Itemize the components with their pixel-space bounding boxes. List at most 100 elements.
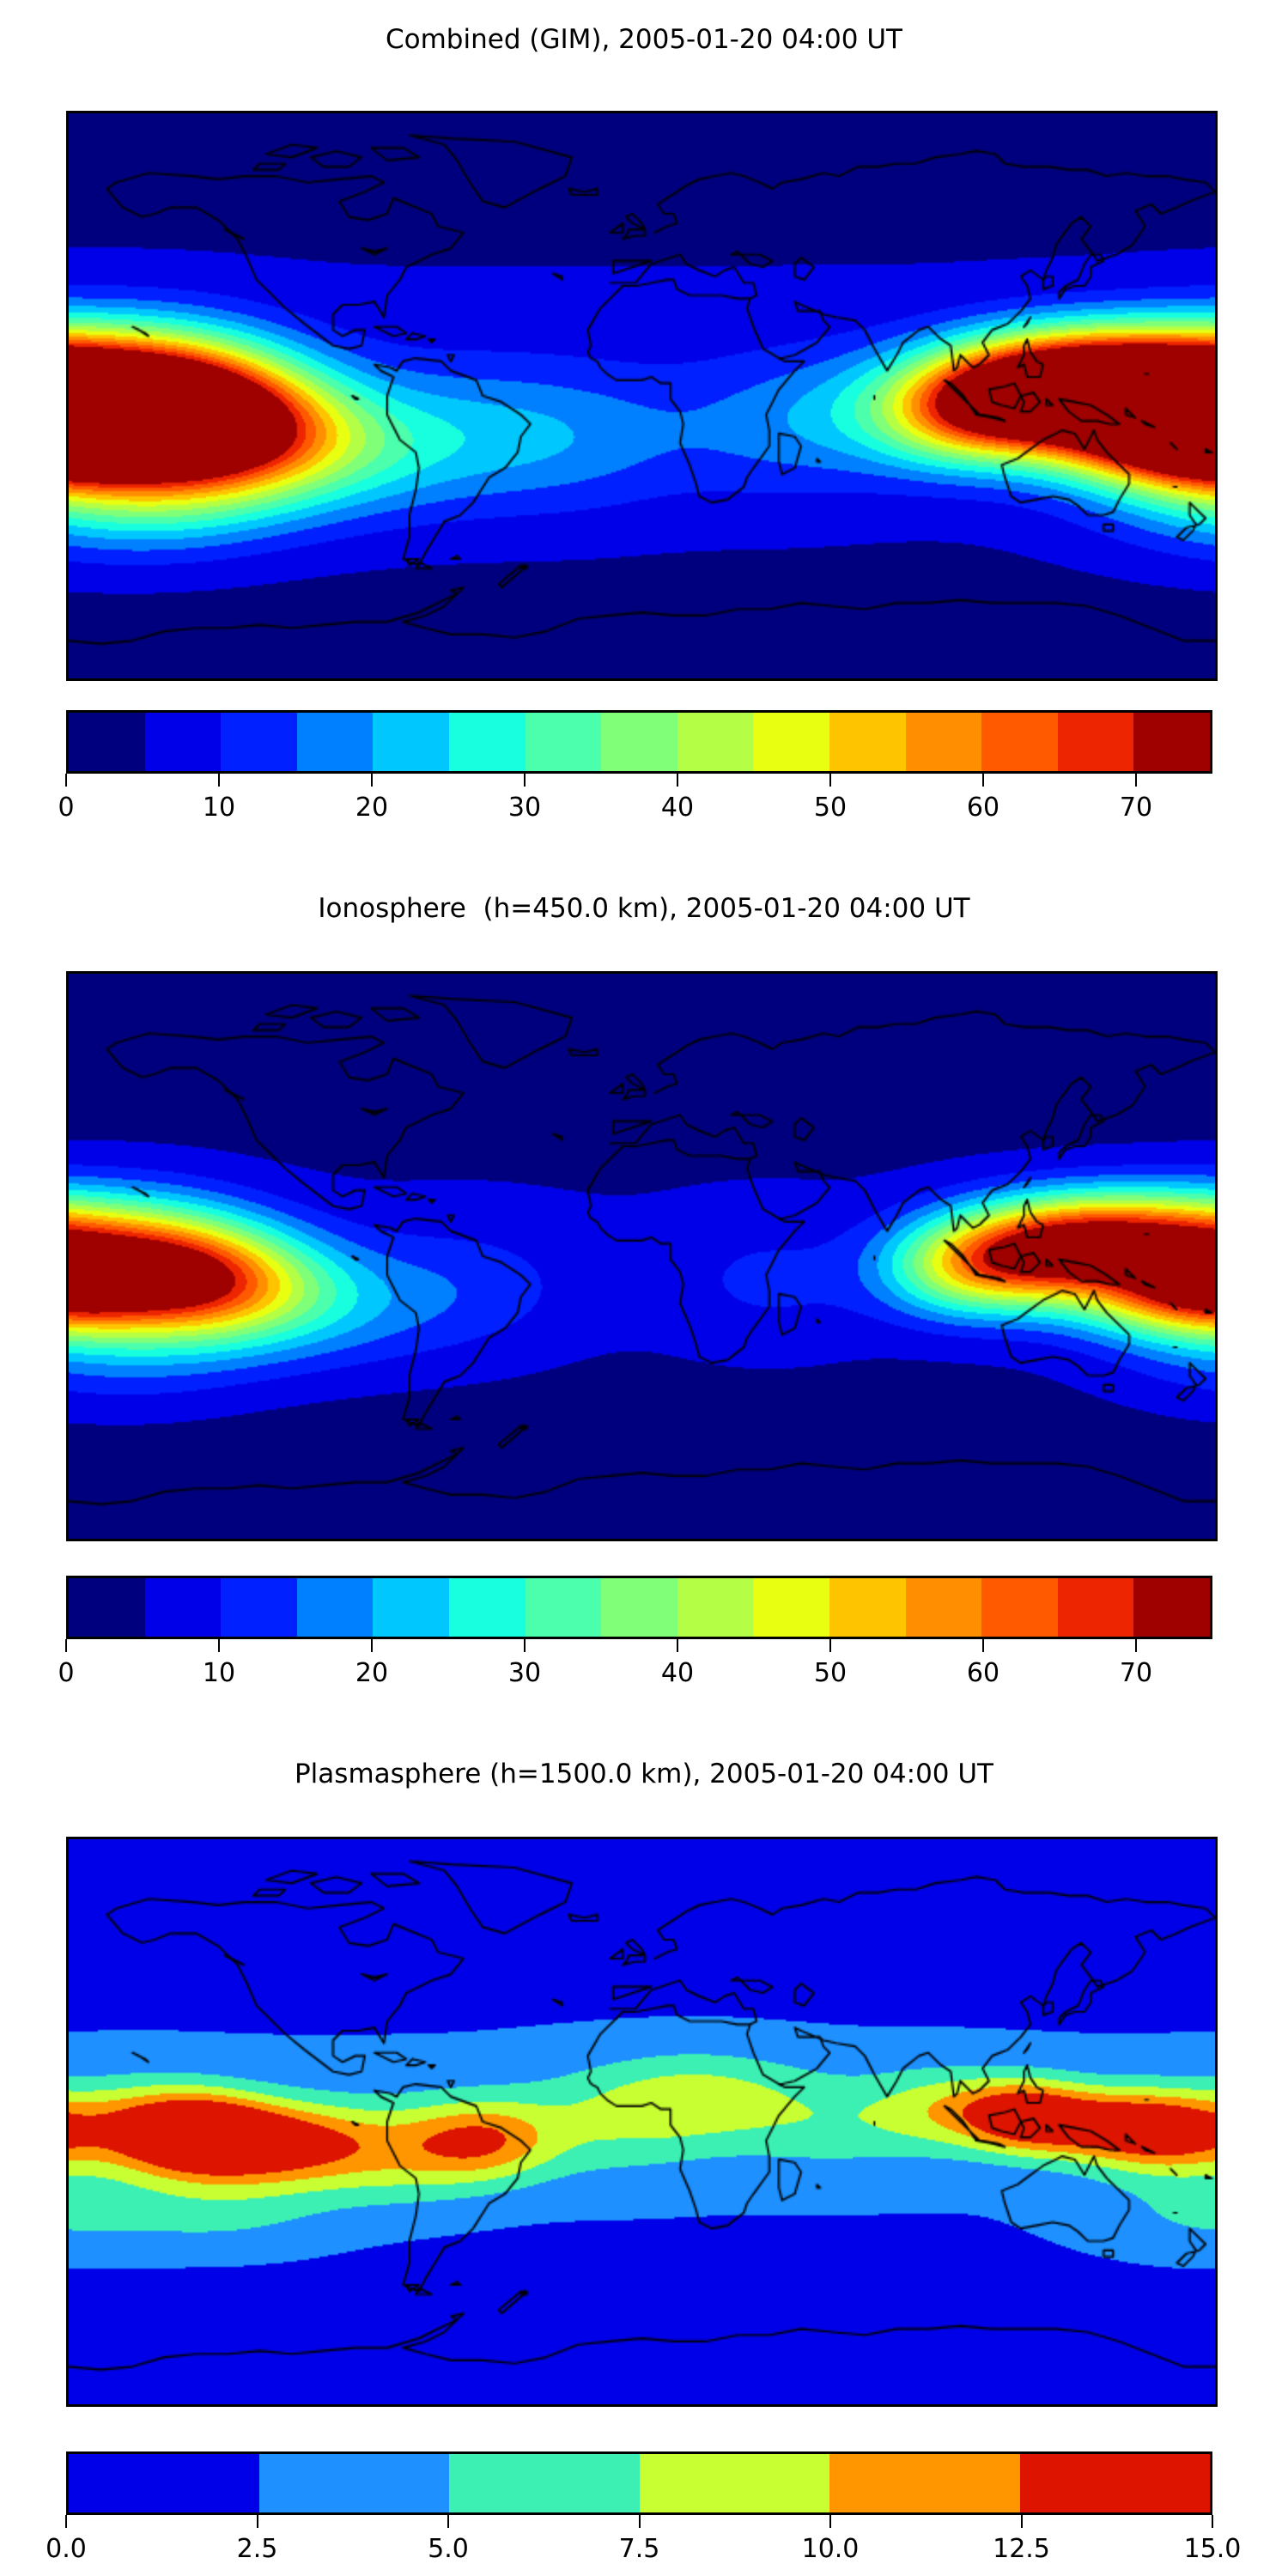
colorbar-tick bbox=[371, 1639, 373, 1652]
colorbar-band bbox=[639, 2454, 829, 2512]
map-inner-ionosphere bbox=[69, 974, 1215, 1539]
colorbar-band bbox=[144, 1578, 222, 1637]
colorbar-tick-label: 60 bbox=[966, 1658, 1000, 1688]
colorbar-tick bbox=[1212, 2515, 1213, 2528]
colorbar-band bbox=[373, 713, 449, 771]
map-inner-combined-gim bbox=[69, 113, 1215, 678]
tec-heatmap-ionosphere bbox=[69, 974, 1215, 1539]
colorbar-tick-label: 40 bbox=[660, 1658, 695, 1688]
map-inner-plasmasphere bbox=[69, 1839, 1215, 2404]
panel-title-ionosphere: Ionosphere (h=450.0 km), 2005-01-20 04:0… bbox=[318, 893, 970, 924]
colorbar-tick-label: 60 bbox=[966, 793, 1000, 823]
colorbar-tick bbox=[218, 1639, 220, 1652]
colorbar-tick bbox=[829, 2515, 831, 2528]
colorbar-band bbox=[525, 713, 602, 771]
colorbar-band bbox=[448, 1578, 526, 1637]
colorbar-tick bbox=[982, 774, 984, 787]
colorbar-plasmasphere: 0.0 2.5 5.0 7.5 10.0 12.5 15.0 bbox=[46, 2451, 1241, 2573]
colorbar-band bbox=[296, 713, 374, 771]
colorbar-tick bbox=[256, 2515, 258, 2528]
colorbar-band bbox=[829, 713, 906, 771]
colorbar-band bbox=[69, 2454, 259, 2512]
colorbar-tick-label: 50 bbox=[813, 1658, 848, 1688]
colorbar-band bbox=[69, 713, 145, 771]
colorbar-band bbox=[525, 1578, 602, 1637]
panel-title-plasmasphere: Plasmasphere (h=1500.0 km), 2005-01-20 0… bbox=[294, 1759, 993, 1789]
colorbar-tick-label: 7.5 bbox=[618, 2534, 660, 2564]
colorbar-tick-label: 5.0 bbox=[428, 2534, 469, 2564]
colorbar-labels-ionosphere: 0 10 20 30 40 50 60 70 bbox=[58, 1658, 1212, 1698]
colorbar-tick bbox=[371, 774, 373, 787]
colorbar-tick bbox=[447, 2515, 449, 2528]
colorbar-tick-label: 12.5 bbox=[993, 2534, 1050, 2564]
colorbar-tick-label: 0 bbox=[58, 1658, 75, 1688]
colorbar-band bbox=[69, 1578, 145, 1637]
colorbar-tick bbox=[218, 774, 220, 787]
colorbar-band bbox=[144, 713, 222, 771]
colorbar-tick bbox=[982, 1639, 984, 1652]
colorbar-band bbox=[601, 713, 677, 771]
colorbar-tick-label: 30 bbox=[507, 1658, 542, 1688]
colorbar-band bbox=[829, 2454, 1020, 2512]
colorbar-band bbox=[1133, 713, 1210, 771]
colorbar-tick-label: 40 bbox=[660, 793, 695, 823]
colorbar-combined-gim: 0 10 20 30 40 50 60 70 bbox=[58, 710, 1212, 832]
colorbar-tick bbox=[1020, 2515, 1023, 2528]
colorbar-tick bbox=[1135, 774, 1137, 787]
colorbar-band bbox=[221, 713, 297, 771]
colorbar-tick-label: 10 bbox=[202, 793, 236, 823]
colorbar-band bbox=[1057, 713, 1134, 771]
colorbar-labels-combined-gim: 0 10 20 30 40 50 60 70 bbox=[58, 793, 1212, 832]
colorbar-tick-label: 2.5 bbox=[236, 2534, 278, 2564]
colorbar-band bbox=[753, 1578, 829, 1637]
colorbar-ionosphere: 0 10 20 30 40 50 60 70 bbox=[58, 1576, 1212, 1698]
colorbar-tick-label: 70 bbox=[1119, 793, 1153, 823]
colorbar-tick-label: 70 bbox=[1119, 1658, 1153, 1688]
colorbar-tick bbox=[829, 774, 831, 787]
map-plasmasphere bbox=[66, 1837, 1218, 2407]
colorbar-bands-ionosphere bbox=[66, 1576, 1212, 1639]
colorbar-ticks-combined-gim bbox=[65, 774, 1212, 793]
colorbar-band bbox=[981, 713, 1058, 771]
colorbar-band bbox=[677, 1578, 754, 1637]
tec-heatmap-combined-gim bbox=[69, 113, 1215, 678]
colorbar-labels-plasmasphere: 0.0 2.5 5.0 7.5 10.0 12.5 15.0 bbox=[46, 2534, 1241, 2573]
colorbar-tick-label: 20 bbox=[355, 1658, 389, 1688]
colorbar-band bbox=[677, 713, 754, 771]
colorbar-tick-label: 0 bbox=[58, 793, 75, 823]
tec-heatmap-plasmasphere bbox=[69, 1839, 1215, 2404]
colorbar-ticks-plasmasphere bbox=[65, 2515, 1213, 2534]
colorbar-bands-combined-gim bbox=[66, 710, 1212, 774]
colorbar-band bbox=[373, 1578, 449, 1637]
colorbar-bands-plasmasphere bbox=[66, 2451, 1212, 2515]
colorbar-band bbox=[905, 1578, 982, 1637]
colorbar-tick-label: 20 bbox=[355, 793, 389, 823]
colorbar-tick bbox=[524, 1639, 526, 1652]
colorbar-tick-label: 30 bbox=[507, 793, 542, 823]
colorbar-tick bbox=[677, 1639, 678, 1652]
map-ionosphere bbox=[66, 971, 1218, 1541]
colorbar-tick bbox=[524, 774, 526, 787]
colorbar-band bbox=[296, 1578, 374, 1637]
colorbar-band bbox=[448, 713, 526, 771]
panel-title-combined-gim: Combined (GIM), 2005-01-20 04:00 UT bbox=[386, 24, 902, 55]
colorbar-tick bbox=[65, 774, 67, 787]
colorbar-tick bbox=[677, 774, 678, 787]
colorbar-tick-label: 10.0 bbox=[801, 2534, 860, 2564]
colorbar-band bbox=[601, 1578, 677, 1637]
colorbar-tick-label: 15.0 bbox=[1183, 2534, 1242, 2564]
colorbar-tick bbox=[829, 1639, 831, 1652]
colorbar-tick-label: 0.0 bbox=[46, 2534, 87, 2564]
colorbar-band bbox=[829, 1578, 906, 1637]
colorbar-band bbox=[981, 1578, 1058, 1637]
colorbar-band bbox=[221, 1578, 297, 1637]
colorbar-band bbox=[449, 2454, 640, 2512]
map-combined-gim bbox=[66, 111, 1218, 681]
colorbar-band bbox=[753, 713, 829, 771]
colorbar-band bbox=[258, 2454, 449, 2512]
colorbar-band bbox=[1019, 2454, 1210, 2512]
colorbar-band bbox=[1133, 1578, 1210, 1637]
colorbar-tick bbox=[638, 2515, 641, 2528]
colorbar-band bbox=[905, 713, 982, 771]
